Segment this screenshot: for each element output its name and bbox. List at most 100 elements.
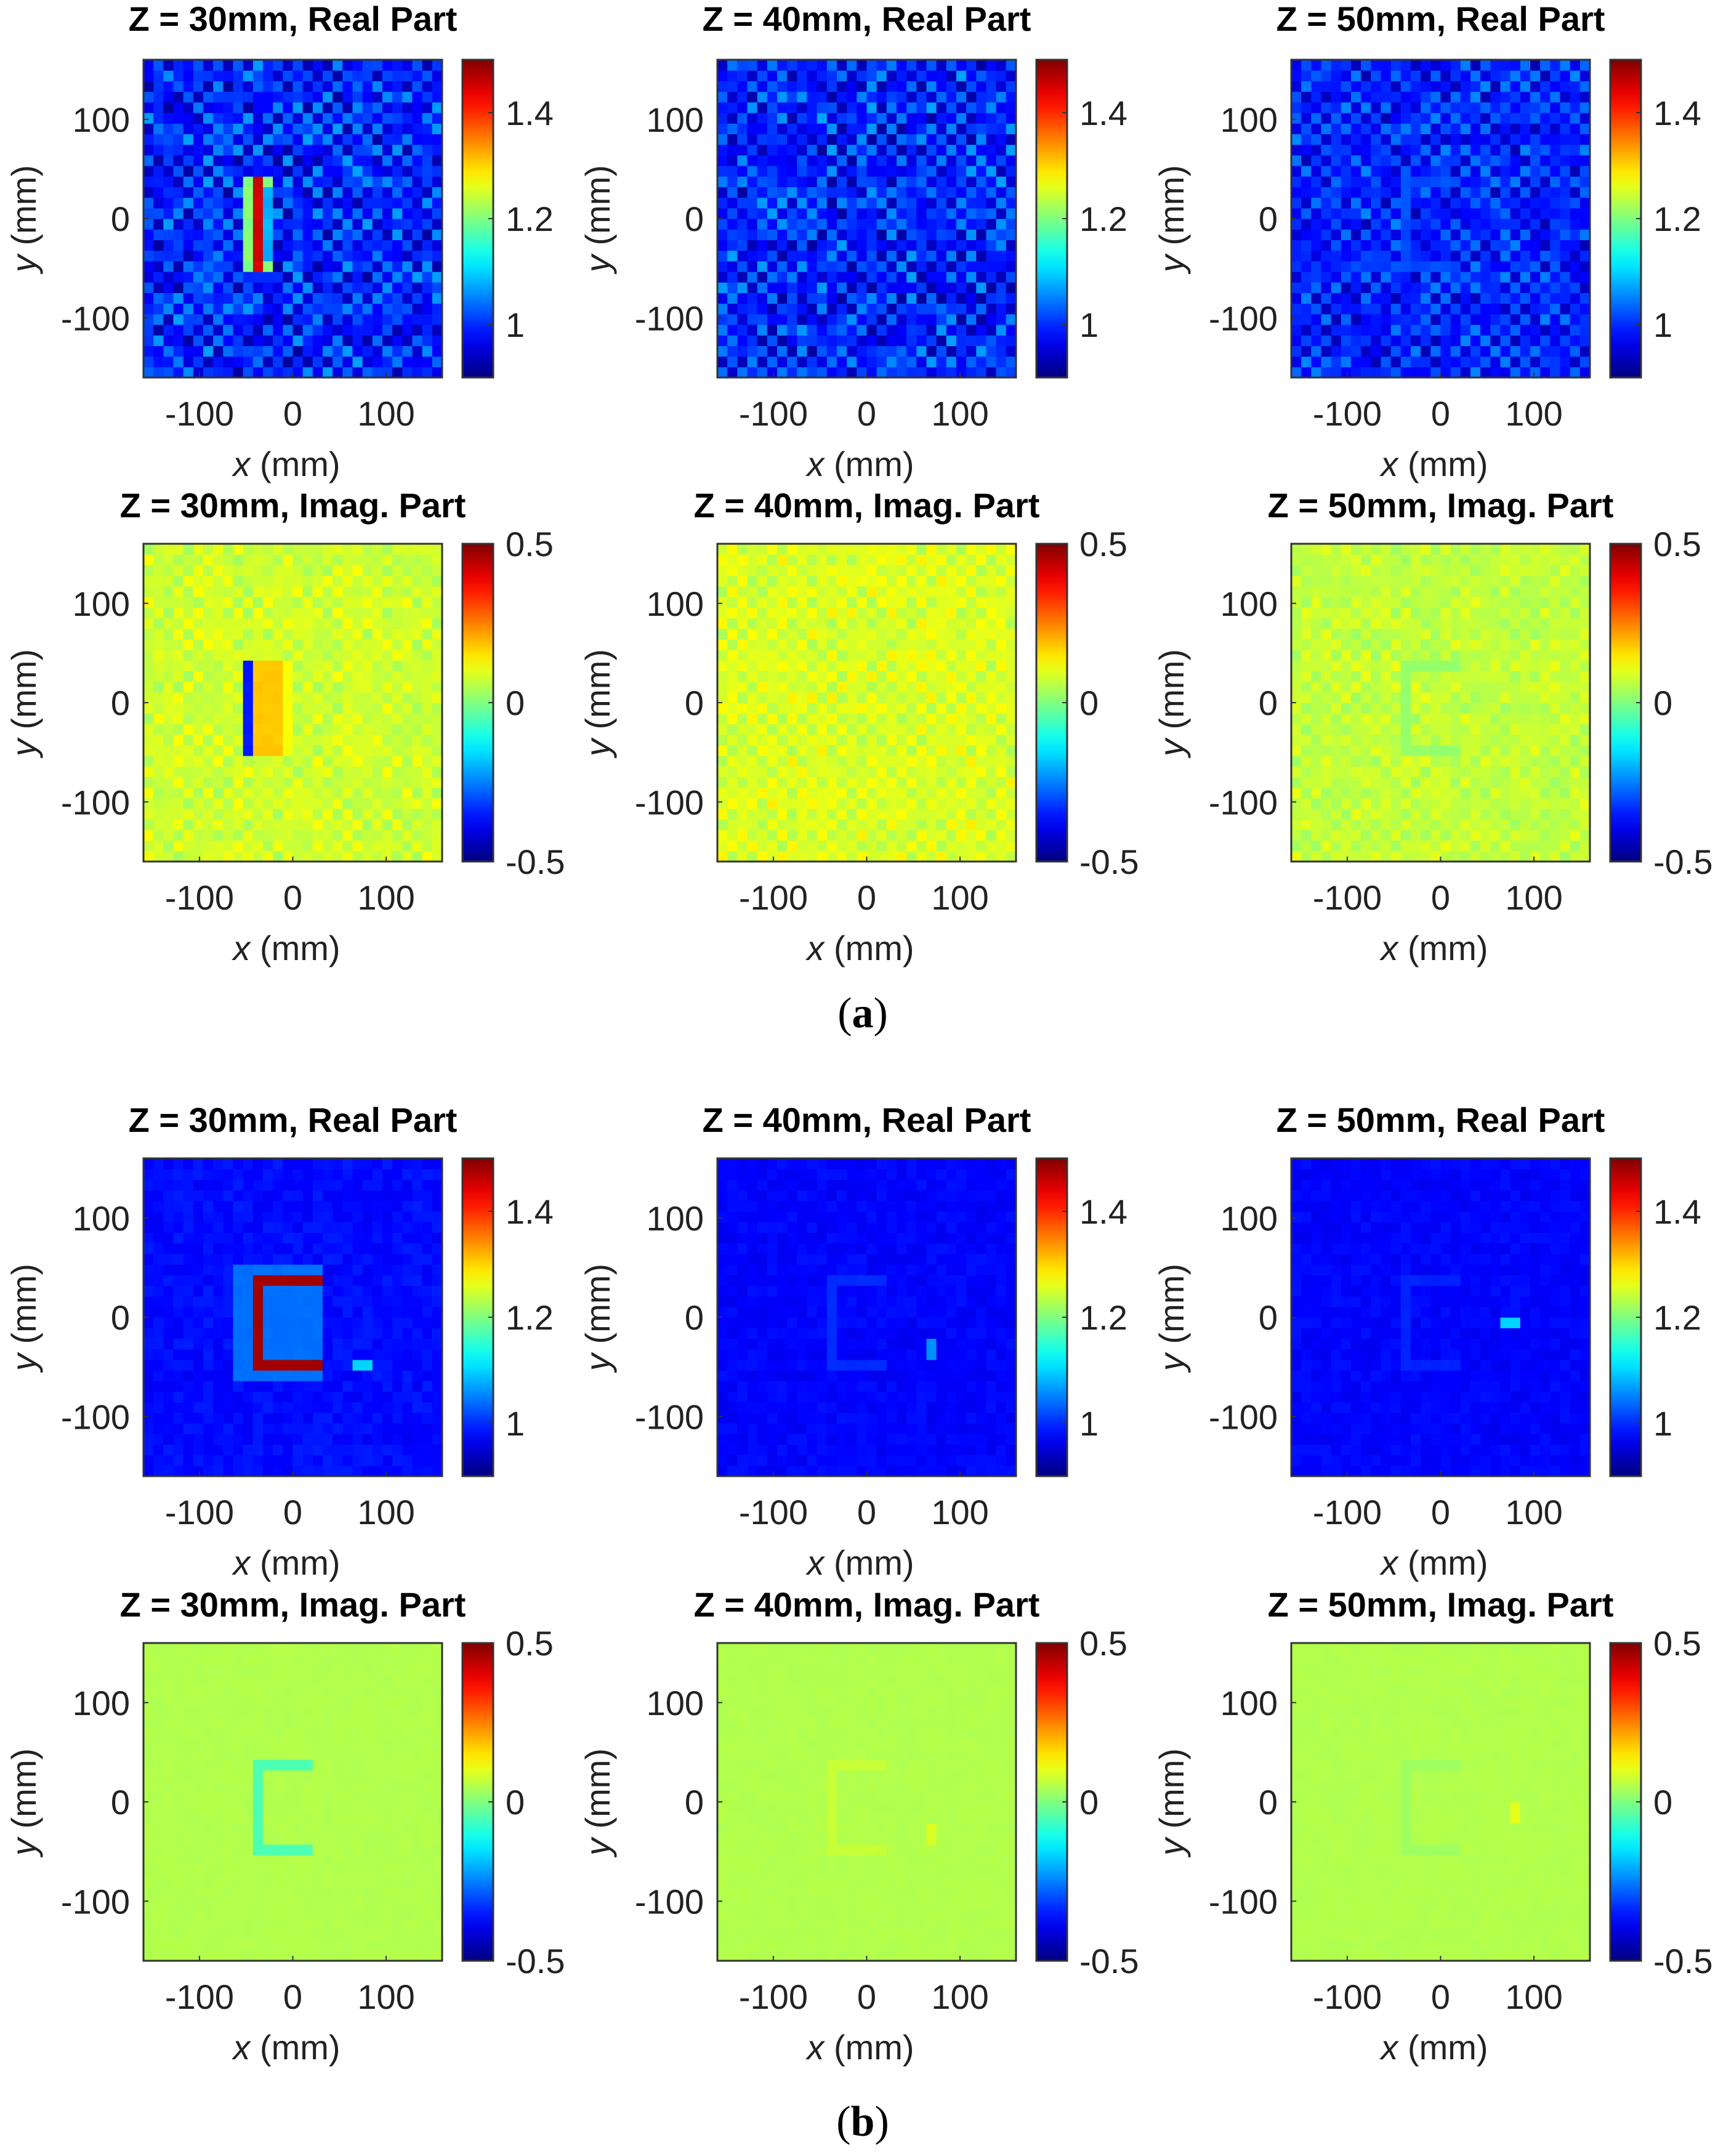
heatmap-cell bbox=[143, 282, 154, 293]
heatmap-cell bbox=[213, 81, 224, 92]
heatmap-cell bbox=[956, 229, 967, 240]
heatmap-cell bbox=[797, 692, 808, 703]
heatmap-cell bbox=[906, 144, 917, 156]
heatmap-cell bbox=[392, 240, 403, 251]
heatmap-cell bbox=[757, 155, 768, 166]
heatmap-cell bbox=[302, 60, 313, 71]
heatmap-cell bbox=[1579, 166, 1591, 177]
heatmap-cell bbox=[1490, 777, 1501, 788]
heatmap-cell bbox=[747, 166, 758, 177]
heatmap-cell bbox=[243, 197, 254, 209]
heatmap-cell bbox=[143, 797, 154, 809]
heatmap-cell bbox=[193, 272, 204, 283]
heatmap-cell bbox=[876, 176, 887, 187]
heatmap-cell bbox=[233, 102, 244, 113]
heatmap-cell bbox=[1530, 745, 1541, 756]
heatmap-cell bbox=[737, 724, 748, 735]
heatmap-cell bbox=[163, 756, 174, 767]
heatmap-cell bbox=[1006, 102, 1017, 113]
heatmap-cell bbox=[323, 260, 333, 272]
heatmap-cell bbox=[807, 681, 818, 693]
heatmap-cell bbox=[1480, 345, 1491, 357]
heatmap-cell bbox=[1341, 176, 1352, 187]
heatmap-cell bbox=[412, 809, 423, 820]
heatmap-cell bbox=[1460, 187, 1471, 198]
colorbar-tick-label: 0.5 bbox=[506, 525, 554, 563]
heatmap-cell bbox=[1520, 219, 1531, 230]
heatmap-cell bbox=[817, 155, 828, 166]
heatmap-cell bbox=[302, 240, 313, 251]
heatmap-cell bbox=[757, 597, 768, 608]
heatmap-cell bbox=[263, 850, 273, 862]
heatmap-cell bbox=[243, 840, 254, 852]
heatmap-cell bbox=[966, 325, 977, 336]
y-axis-unit: (mm) bbox=[578, 649, 617, 739]
heatmap-cell bbox=[837, 144, 847, 156]
heatmap-cell bbox=[163, 692, 174, 703]
heatmap-cell bbox=[193, 639, 204, 650]
x-axis-unit: (mm) bbox=[250, 929, 340, 967]
heatmap-cell bbox=[362, 123, 373, 134]
heatmap-cell bbox=[857, 356, 868, 368]
heatmap-cell bbox=[1500, 272, 1511, 283]
heatmap-cell bbox=[826, 607, 837, 618]
heatmap-cell bbox=[1470, 345, 1481, 357]
heatmap-cell bbox=[926, 830, 937, 841]
heatmap-cell bbox=[402, 229, 413, 240]
heatmap-cell bbox=[153, 745, 164, 756]
heatmap-cell bbox=[402, 356, 413, 368]
heatmap-cell bbox=[747, 356, 758, 368]
heatmap-cell bbox=[866, 155, 877, 166]
heatmap-cell bbox=[747, 809, 758, 820]
heatmap-cell bbox=[1470, 208, 1481, 219]
heatmap-cell bbox=[976, 229, 987, 240]
heatmap-cell bbox=[866, 544, 877, 555]
heatmap-cell bbox=[302, 345, 313, 357]
heatmap-cell bbox=[183, 250, 194, 262]
heatmap-cell bbox=[946, 303, 957, 315]
heatmap-cell bbox=[1361, 777, 1371, 788]
heatmap-cell bbox=[302, 544, 313, 555]
heatmap-cell bbox=[183, 544, 194, 555]
heatmap-cell bbox=[312, 840, 323, 852]
heatmap-cell bbox=[392, 176, 403, 187]
heatmap-cell bbox=[996, 325, 1007, 336]
heatmap-cell bbox=[717, 671, 728, 682]
heatmap-cell bbox=[737, 554, 748, 565]
heatmap-cell bbox=[302, 724, 313, 735]
heatmap-cell bbox=[412, 618, 423, 629]
heatmap-cell bbox=[797, 830, 808, 841]
heatmap-cell bbox=[243, 176, 254, 187]
heatmap-cell bbox=[727, 313, 738, 325]
heatmap-cell bbox=[173, 176, 184, 187]
heatmap-cell bbox=[252, 639, 264, 650]
heatmap-cell bbox=[946, 123, 957, 134]
heatmap-cell bbox=[392, 850, 403, 862]
heatmap-cell bbox=[777, 713, 788, 724]
heatmap-cell bbox=[1450, 293, 1461, 304]
heatmap-cell bbox=[362, 777, 373, 788]
heatmap-cell bbox=[163, 607, 174, 618]
heatmap-cell bbox=[382, 282, 393, 293]
heatmap-cell bbox=[936, 671, 947, 682]
heatmap-cell bbox=[946, 840, 957, 852]
heatmap-cell bbox=[323, 197, 333, 209]
heatmap-cell bbox=[1520, 335, 1531, 346]
heatmap-cell bbox=[263, 60, 273, 71]
heatmap-cell bbox=[767, 113, 778, 124]
heatmap-cell bbox=[243, 113, 254, 124]
heatmap-cell bbox=[153, 618, 164, 629]
heatmap-cell bbox=[757, 575, 768, 587]
heatmap-cell bbox=[362, 544, 373, 555]
heatmap-cell bbox=[183, 366, 194, 378]
heatmap-cell bbox=[826, 766, 837, 777]
heatmap-cell bbox=[233, 660, 244, 671]
heatmap-cell bbox=[422, 597, 433, 608]
heatmap-cell bbox=[1530, 797, 1541, 809]
x-axis-unit: (mm) bbox=[824, 445, 914, 483]
heatmap-cell bbox=[1520, 208, 1531, 219]
heatmap-cell bbox=[183, 809, 194, 820]
heatmap-cell bbox=[1490, 345, 1501, 357]
heatmap-cell bbox=[807, 345, 818, 357]
heatmap-cell bbox=[1301, 282, 1312, 293]
